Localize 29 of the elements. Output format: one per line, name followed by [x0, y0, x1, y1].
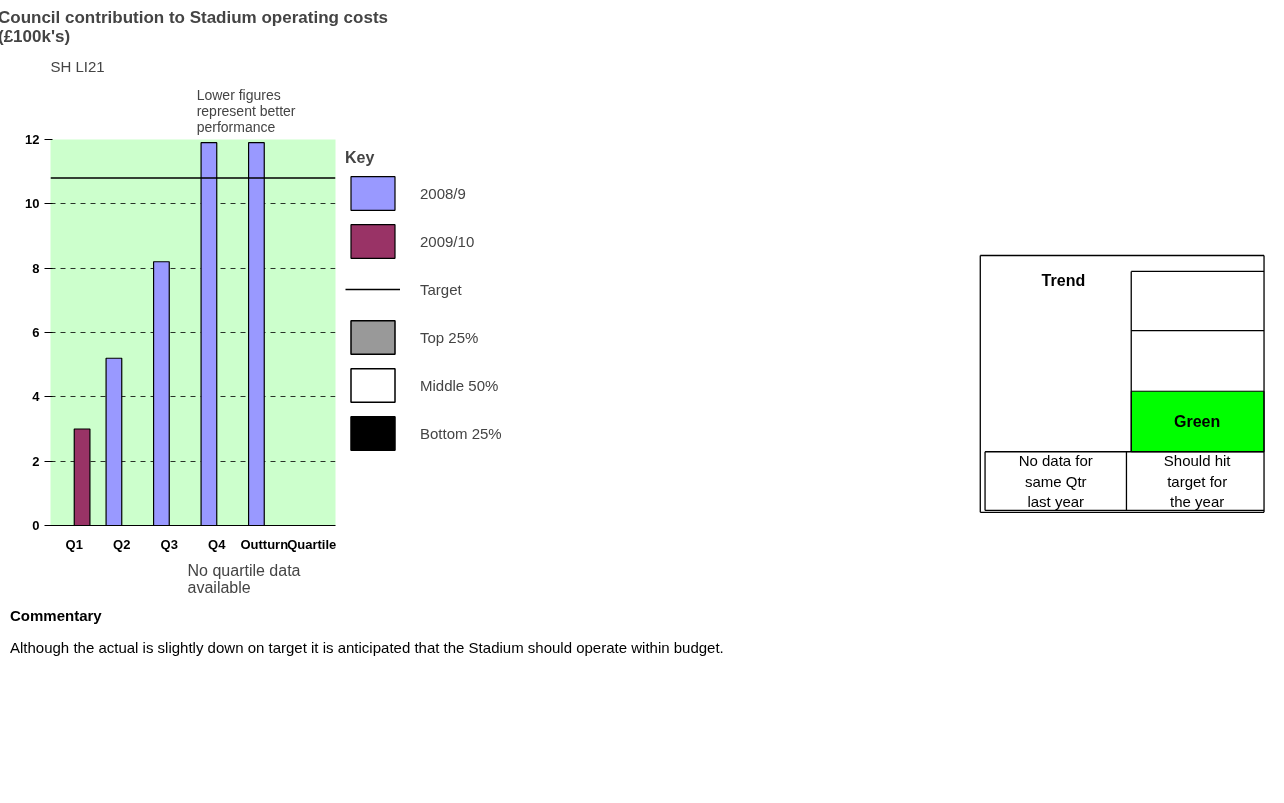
y-tick-label: 0 [32, 518, 40, 533]
x-tick-label: Q1 [65, 536, 83, 552]
x-tick-label: Outturn [240, 536, 289, 552]
y-tick-label: 8 [32, 260, 40, 276]
text: No quartile data available [187, 561, 301, 596]
legend-label: Target [420, 280, 463, 298]
legend-label: Bottom 25% [420, 424, 503, 442]
y-tick-label: 6 [32, 325, 40, 340]
text: Trend [1041, 272, 1086, 290]
legend-label: Top 25% [420, 328, 480, 346]
text: Commentary [10, 607, 102, 624]
legend-label: 2008/9 [420, 184, 467, 202]
legend-label: 2009/10 [420, 232, 476, 250]
text: Green [1174, 412, 1221, 430]
text: Although the actual is slightly down on target it is anticipated that the Stadium should operate within budget. [10, 638, 724, 658]
legend-title: Key [345, 149, 376, 167]
x-tick-label: Quartile [287, 536, 337, 552]
x-tick-label: Q3 [160, 536, 178, 552]
text: No data for same Qtr last year [1018, 452, 1093, 510]
x-tick-label: Q2 [113, 536, 131, 552]
x-tick-label: Q4 [208, 536, 227, 552]
y-tick-label: 2 [32, 453, 40, 469]
y-tick-label: 12 [25, 132, 40, 147]
y-tick-label: 10 [25, 196, 40, 212]
text: Lower figures represent better performance [196, 86, 296, 135]
text: Should hit target for the year [1163, 452, 1232, 510]
y-tick-label: 4 [32, 389, 41, 405]
legend-label: Middle 50% [420, 376, 500, 394]
text: SH LI21 [50, 57, 105, 75]
